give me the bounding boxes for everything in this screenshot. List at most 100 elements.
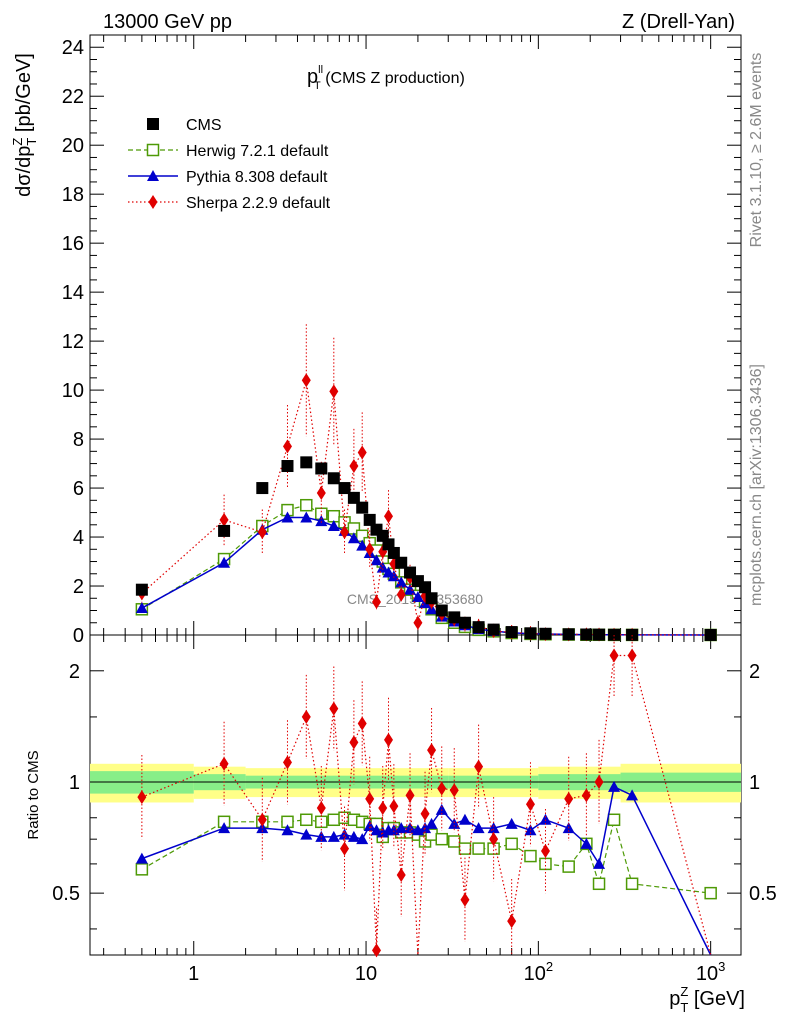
ratio-tick-label-right: 1	[749, 772, 760, 794]
sherpa-2-2-9-default-point	[365, 542, 375, 557]
pythia-8-308-default-ratio-point	[338, 828, 351, 840]
pythia-8-308-default-ratio-line	[141, 785, 712, 956]
cms-point	[338, 482, 351, 495]
y-tick-label: 12	[62, 331, 84, 353]
legend-marker	[146, 143, 160, 157]
sherpa-2-2-9-default-ratio-point	[137, 790, 147, 805]
x-axis-label: pZ T [GeV]	[669, 984, 745, 1015]
pythia-8-308-default-point	[356, 539, 369, 551]
sherpa-2-2-9-default-ratio-point	[372, 943, 382, 958]
sherpa-2-2-9-default-ratio-point	[282, 755, 292, 770]
header-left: 13000 GeV pp	[103, 11, 232, 33]
pythia-8-308-default-ratio-point	[218, 822, 231, 834]
cms-point	[626, 628, 639, 641]
y-tick-label: 2	[73, 576, 84, 598]
sherpa-2-2-9-default-line	[141, 380, 711, 636]
legend-label: Sherpa 2.2.9 default	[186, 195, 331, 212]
series-ratio	[135, 635, 717, 958]
cms-point	[608, 628, 621, 641]
pythia-8-308-default-ratio-point	[281, 824, 294, 836]
legend-label: Pythia 8.308 default	[186, 169, 328, 186]
y-axis-label: dσ/dpZT [pb/GeV]	[10, 53, 39, 197]
sherpa-2-2-9-default-point	[396, 587, 406, 602]
herwig-7-2-1-default-ratio-point	[447, 835, 461, 848]
cms-point	[281, 460, 294, 473]
sherpa-2-2-9-default-ratio-point	[449, 783, 459, 798]
cms-point	[458, 616, 471, 629]
pythia-8-308-default-ratio-point	[458, 813, 471, 825]
cms-point	[472, 621, 485, 634]
herwig-7-2-1-default-ratio-point	[539, 857, 552, 871]
pythia-8-308-default-ratio-point	[419, 822, 432, 834]
herwig-7-2-1-default-ratio-point	[300, 813, 313, 827]
legend: CMS Herwig 7.2.1 default Pythia 8.308 defa…	[128, 117, 331, 212]
pythia-8-308-default-ratio-point	[580, 837, 593, 849]
sherpa-2-2-9-default-ratio-point	[627, 648, 637, 663]
pythia-8-308-default-point	[281, 511, 294, 523]
pythia-8-308-default-ratio-point	[363, 819, 376, 831]
herwig-7-2-1-default-ratio-point	[524, 849, 537, 863]
sherpa-2-2-9-default-point	[219, 512, 229, 527]
sherpa-2-2-9-default-ratio-point	[219, 756, 229, 771]
y-tick-label: 16	[62, 233, 84, 255]
sherpa-2-2-9-default-ratio-point	[329, 701, 339, 716]
legend-marker	[147, 118, 159, 130]
sherpa-2-2-9-default-point	[282, 439, 292, 454]
sherpa-2-2-9-default-ratio-point	[474, 759, 484, 774]
cms-point	[524, 627, 537, 640]
sherpa-2-2-9-default-ratio-point	[525, 797, 535, 812]
cms-point	[419, 581, 432, 594]
cms-point	[347, 491, 360, 504]
cms-point	[300, 456, 313, 469]
sherpa-2-2-9-default-ratio-point	[378, 801, 388, 816]
legend-label: Herwig 7.2.1 default	[186, 143, 329, 160]
pythia-8-308-default-point	[218, 556, 231, 568]
y-tick-label: 4	[73, 527, 84, 549]
ratio-bands	[90, 763, 741, 803]
sherpa-2-2-9-default-point	[413, 615, 423, 630]
sherpa-2-2-9-default-ratio-point	[489, 832, 499, 847]
sherpa-2-2-9-default-point	[349, 459, 359, 474]
sherpa-2-2-9-default-ratio-point	[405, 788, 415, 803]
pythia-8-308-default-point	[404, 583, 417, 595]
cms-point	[356, 501, 369, 514]
y-tick-label: 22	[62, 86, 84, 108]
x-tick-label: 103	[696, 959, 725, 985]
ratio-tick-label-right: 0.5	[749, 883, 777, 905]
sherpa-2-2-9-default-point	[384, 509, 394, 524]
legend-marker	[148, 195, 158, 209]
cms-point	[487, 623, 500, 636]
cms-point	[387, 546, 400, 559]
sherpa-2-2-9-default-ratio-point	[609, 648, 619, 663]
herwig-7-2-1-default-ratio-point	[625, 877, 639, 891]
cms-point	[315, 462, 328, 475]
cms-point	[327, 472, 340, 485]
sherpa-2-2-9-default-ratio-point	[301, 709, 311, 724]
sherpa-2-2-9-default-point	[316, 485, 326, 500]
pythia-8-308-default-ratio-point	[135, 852, 148, 864]
sherpa-2-2-9-default-ratio-point	[340, 841, 350, 856]
cms-point	[505, 626, 518, 639]
y-tick-label: 6	[73, 478, 84, 500]
cms-point	[435, 604, 448, 617]
x-tick-label: 1	[188, 963, 199, 985]
pythia-8-308-default-point	[347, 532, 360, 544]
herwig-7-2-1-default-ratio-point	[135, 863, 149, 876]
y-tick-label: 20	[62, 135, 84, 157]
sherpa-2-2-9-default-ratio-point	[540, 844, 550, 859]
cms-point	[256, 482, 269, 495]
pythia-8-308-default-ratio-point	[608, 780, 621, 792]
pythia-8-308-default-ratio-point	[425, 817, 438, 829]
y-tick-label: 8	[73, 429, 84, 451]
legend-label: CMS	[186, 117, 222, 134]
sherpa-2-2-9-default-ratio-point	[389, 799, 399, 814]
sherpa-2-2-9-default-ratio-point	[257, 812, 267, 827]
pythia-8-308-default-point	[387, 570, 400, 582]
sherpa-2-2-9-default-ratio-point	[349, 735, 359, 750]
sherpa-2-2-9-default-ratio-point	[437, 781, 447, 796]
y-tick-label: 18	[62, 184, 84, 206]
sherpa-2-2-9-default-point	[329, 384, 339, 399]
sherpa-2-2-9-default-ratio-point	[564, 791, 574, 806]
y-tick-label: 24	[62, 37, 84, 59]
cms-point	[704, 628, 717, 641]
